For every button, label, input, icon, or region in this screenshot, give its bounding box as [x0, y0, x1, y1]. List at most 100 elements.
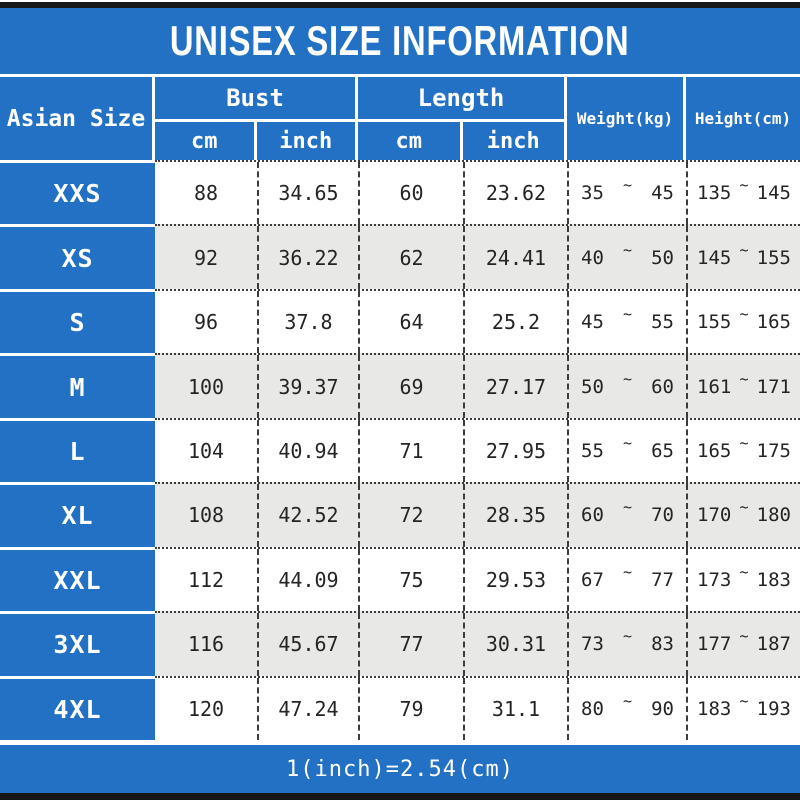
length-inch-cell: 28.35 [463, 484, 567, 547]
weight-range-cell: 60 ~ 70 [567, 484, 686, 547]
height-range-cell: 177 ~ 187 [686, 613, 800, 676]
table-row-3xl: 3XL 116 45.67 77 30.31 73 ~ 83 177 ~ 187 [0, 611, 800, 676]
height-max: 155 [756, 246, 791, 269]
tilde-icon: ~ [622, 498, 633, 517]
length-cm-cell: 71 [358, 419, 463, 483]
length-inch-cell: 25.2 [463, 290, 567, 354]
weight-max: 55 [651, 311, 674, 334]
tilde-icon: ~ [622, 369, 633, 388]
tilde-icon: ~ [739, 627, 749, 646]
col-header-bust-inch: inch [279, 128, 333, 154]
height-min: 170 [697, 504, 732, 527]
height-min: 161 [697, 375, 732, 398]
weight-range-cell: 67 ~ 77 [567, 548, 686, 612]
row-cells: 112 44.09 75 29.53 67 ~ 77 173 ~ 183 [155, 546, 800, 612]
tilde-icon: ~ [622, 691, 633, 710]
bust-cm-cell: 96 [193, 310, 219, 335]
tilde-icon: ~ [739, 433, 749, 452]
title-band: UNISEX SIZE INFORMATION [0, 8, 800, 74]
height-min: 183 [697, 697, 732, 720]
height-range-cell: 161 ~ 171 [686, 355, 800, 418]
bust-cm-cell: 116 [187, 632, 225, 657]
table-body: XXS 88 34.65 60 23.62 35 ~ 45 135 ~ 145 … [0, 160, 800, 740]
height-max: 171 [756, 375, 791, 398]
weight-range-cell: 50 ~ 60 [567, 355, 686, 418]
col-header-bust: Bust [155, 77, 355, 122]
bust-cm-cell: 108 [187, 503, 225, 528]
tilde-icon: ~ [739, 562, 749, 581]
height-min: 173 [697, 568, 732, 591]
height-range-cell: 170 ~ 180 [686, 484, 800, 547]
tilde-icon: ~ [622, 176, 633, 195]
weight-min: 40 [581, 246, 604, 269]
col-header-length: Length [358, 77, 564, 122]
height-range-cell: 145 ~ 155 [686, 226, 800, 289]
weight-range-cell: 45 ~ 55 [567, 290, 686, 354]
weight-max: 77 [651, 568, 674, 591]
tilde-icon: ~ [739, 305, 749, 324]
divider [0, 74, 800, 77]
tilde-icon: ~ [739, 240, 749, 259]
weight-max: 83 [651, 633, 674, 656]
length-inch-cell: 27.95 [463, 419, 567, 483]
bust-inch-cell: 40.94 [257, 419, 358, 483]
tilde-icon: ~ [622, 305, 633, 324]
length-cm-cell: 69 [358, 355, 463, 418]
height-max: 193 [756, 697, 791, 720]
weight-min: 73 [581, 633, 604, 656]
weight-min: 80 [581, 697, 604, 720]
row-cells: 104 40.94 71 27.95 55 ~ 65 165 ~ 175 [155, 417, 800, 483]
weight-min: 60 [581, 504, 604, 527]
bust-inch-cell: 42.52 [257, 484, 358, 547]
bust-cm-cell: 100 [187, 374, 225, 399]
length-cm-cell: 72 [358, 484, 463, 547]
col-header-bust-cm: cm [155, 122, 257, 160]
length-inch-cell: 29.53 [463, 548, 567, 612]
weight-range-cell: 73 ~ 83 [567, 613, 686, 676]
size-cell: XS [0, 224, 155, 289]
bust-cm-cell: 112 [187, 567, 225, 592]
weight-range-cell: 40 ~ 50 [567, 226, 686, 289]
height-max: 165 [756, 311, 791, 334]
height-max: 180 [756, 504, 791, 527]
bust-inch-cell: 34.65 [257, 162, 358, 225]
height-min: 155 [697, 311, 732, 334]
table-row-m: M 100 39.37 69 27.17 50 ~ 60 161 ~ 171 [0, 353, 800, 418]
weight-max: 45 [651, 182, 674, 205]
row-cells: 108 42.52 72 28.35 60 ~ 70 170 ~ 180 [155, 482, 800, 547]
bust-inch-cell: 39.37 [257, 355, 358, 418]
bust-subheaders: cm inch [155, 122, 355, 160]
height-range-cell: 173 ~ 183 [686, 548, 800, 612]
weight-min: 45 [581, 311, 604, 334]
height-max: 187 [756, 633, 791, 656]
tilde-icon: ~ [739, 498, 749, 517]
tilde-icon: ~ [739, 691, 749, 710]
weight-range-cell: 35 ~ 45 [567, 162, 686, 225]
table-row-xl: XL 108 42.52 72 28.35 60 ~ 70 170 ~ 180 [0, 482, 800, 547]
table-row-xxl: XXL 112 44.09 75 29.53 67 ~ 77 173 ~ 183 [0, 546, 800, 612]
height-range-cell: 183 ~ 193 [686, 677, 800, 740]
height-min: 177 [697, 633, 732, 656]
col-header-weight: Weight(kg) [567, 77, 686, 160]
bust-cm-cell: 104 [187, 438, 225, 463]
height-min: 145 [697, 246, 732, 269]
tilde-icon: ~ [739, 369, 749, 388]
table-row-s: S 96 37.8 64 25.2 45 ~ 55 155 ~ 165 [0, 288, 800, 354]
height-range-cell: 155 ~ 165 [686, 290, 800, 354]
length-inch-cell: 24.41 [463, 226, 567, 289]
length-cm-cell: 60 [358, 162, 463, 225]
bottom-black-bar [0, 793, 800, 800]
height-max: 145 [756, 182, 791, 205]
table-row-4xl: 4XL 120 47.24 79 31.1 80 ~ 90 183 ~ 193 [0, 675, 800, 740]
footer-band: 1(inch)=2.54(cm) [0, 745, 800, 793]
length-cm-cell: 75 [358, 548, 463, 612]
bust-cm-cell: 92 [193, 245, 219, 270]
table-row-xxs: XXS 88 34.65 60 23.62 35 ~ 45 135 ~ 145 [0, 160, 800, 225]
length-subheaders: cm inch [358, 122, 564, 160]
size-cell: XXS [0, 160, 155, 225]
tilde-icon: ~ [622, 627, 633, 646]
height-min: 165 [697, 439, 732, 462]
tilde-icon: ~ [622, 562, 633, 581]
length-inch-cell: 30.31 [463, 613, 567, 676]
